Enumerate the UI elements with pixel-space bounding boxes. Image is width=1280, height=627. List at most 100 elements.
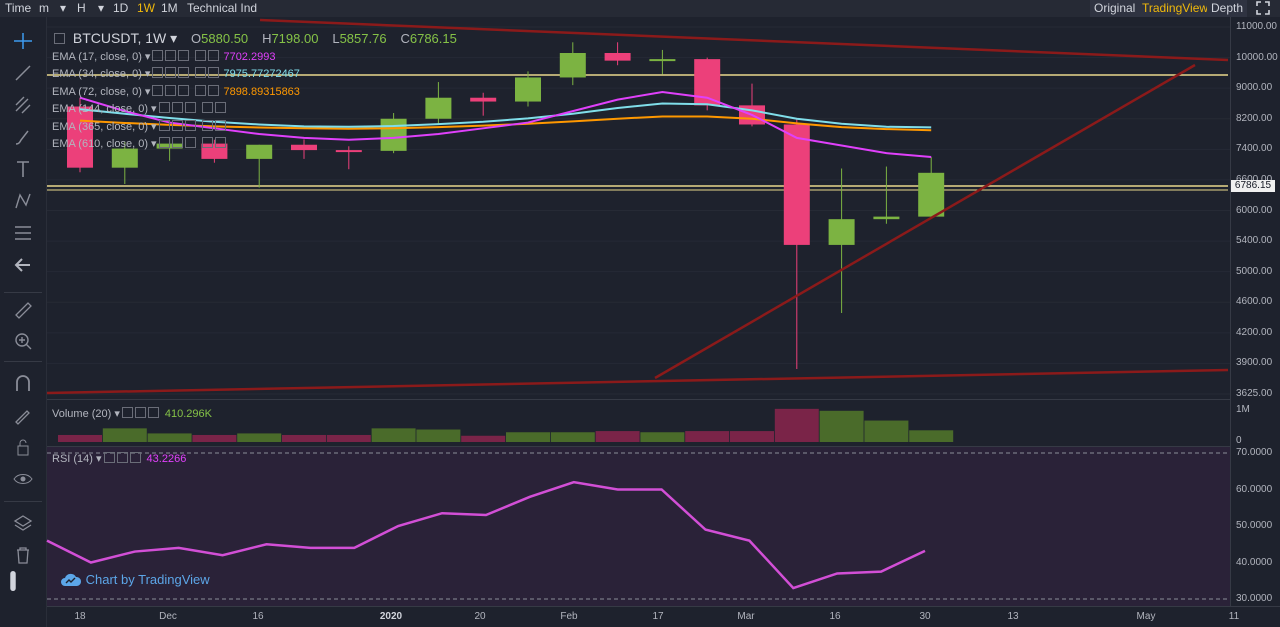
toolbar-divider [4,361,42,362]
indicator-legend-ema17[interactable]: EMA (17, close, 0) ▾ 7702.2993 [52,50,276,63]
price-tick-label: 4200.00 [1236,326,1273,338]
time-tick-label: 11 [1228,611,1240,622]
minutes-button[interactable]: m [39,1,49,15]
eye-icon[interactable] [12,469,34,489]
minutes-dropdown-icon[interactable]: ▾ [60,1,67,15]
rsi-tick-label: 40.0000 [1236,556,1273,568]
rsi-line [46,480,926,590]
cloud-icon [61,573,82,586]
candle-body [559,52,586,78]
back-arrow-icon[interactable] [12,255,34,275]
pencil-lock-icon[interactable] [12,405,34,425]
original-view-button[interactable]: Original [1090,0,1140,17]
ruler-icon[interactable] [12,299,34,319]
hours-dropdown-icon[interactable]: ▾ [98,1,105,15]
lock-icon[interactable] [12,437,34,457]
text-tool-icon[interactable] [12,159,34,179]
indicator-legend-ema72[interactable]: EMA (72, close, 0) ▾ 7898.89315863 [52,85,300,98]
brush-icon[interactable] [12,127,34,147]
price-tick-label: 6000.00 [1236,204,1273,216]
volume-bar [102,428,147,442]
trend-line-icon[interactable] [12,63,34,83]
pattern-icon[interactable] [12,191,34,211]
volume-bar [640,432,685,442]
hours-button[interactable]: H [77,1,86,15]
symbol-name[interactable]: BTCUSDT, 1W ▾ [72,30,178,46]
interval-1w-button[interactable]: 1W [137,1,155,15]
technical-indicators-button[interactable]: Technical Ind [187,1,258,15]
tradingview-watermark[interactable]: Chart by TradingView [60,571,210,588]
trendline-ascending [654,63,1196,380]
time-tick-label: 20 [474,611,486,622]
time-tick-label: 16 [829,611,841,622]
volume-axis-max: 1M [1236,404,1250,415]
indicator-legend-ema365[interactable]: EMA (365, close, 0) ▾ [52,120,226,133]
volume-bar [909,430,954,442]
low-value: 5857.76 [339,31,387,46]
time-tick-label: 17 [652,611,664,622]
price-tick-label: 8200.00 [1236,112,1273,124]
volume-bar [192,434,237,442]
interval-1m-button[interactable]: 1M [161,1,178,15]
candle-body [649,59,676,62]
candle-body [111,148,138,168]
candle-body [67,106,93,168]
time-tick-label: Mar [737,611,755,622]
time-tick-label: Feb [560,611,578,622]
price-tick-label: 3625.00 [1236,388,1273,399]
layers-icon[interactable] [12,513,34,533]
tradingview-view-button[interactable]: TradingView [1138,0,1213,17]
volume-bar [282,434,326,442]
candle-body [156,143,183,149]
candle-body [380,118,407,151]
volume-bar [416,429,461,442]
volume-bar [371,428,416,442]
volume-bar [819,410,864,442]
trash-icon[interactable] [12,545,34,565]
candle-body [828,219,855,245]
price-tick-label: 7400.00 [1236,143,1273,155]
candle-body [470,97,497,102]
time-tick-label: Dec [159,611,177,622]
candle-body [918,172,945,217]
interval-1d-button[interactable]: 1D [113,1,129,15]
volume-bar [237,433,282,442]
volume-bar [147,433,192,442]
collapse-legend-icon[interactable] [54,33,65,44]
zoom-icon[interactable] [12,331,34,351]
crosshair-icon[interactable] [12,31,34,51]
time-tick-label: 2020 [379,611,403,622]
price-tick-label: 3900.00 [1236,357,1273,369]
volume-bar [685,431,730,442]
candle-body [425,97,452,119]
open-value: 5880.50 [201,31,249,46]
pitchfork-icon[interactable] [12,95,34,115]
depth-view-button[interactable]: Depth [1207,0,1248,17]
indicator-legend-ema610[interactable]: EMA (610, close, 0) ▾ [52,137,226,150]
volume-bar [326,434,371,442]
fullscreen-icon[interactable] [1256,1,1270,18]
toolbar-divider [4,501,42,502]
price-tick-label: 5000.00 [1236,265,1273,277]
rsi-tick-label: 70.0000 [1236,447,1273,458]
rsi-tick-label: 50.0000 [1236,520,1273,531]
price-tick-label: 5400.00 [1236,235,1273,247]
rsi-legend[interactable]: RSI (14) ▾ 43.2266 [52,452,187,465]
volume-legend[interactable]: Volume (20) ▾ 410.296K [52,407,212,420]
time-tick-label: 13 [1007,611,1019,622]
volume-bar [461,435,506,442]
toolbar-collapse-handle[interactable] [2,571,16,591]
candle-body [246,144,273,159]
fib-icon[interactable] [12,223,34,243]
trendline-resistance [259,18,1229,62]
time-button[interactable]: Time [5,1,32,15]
current-price-badge: 6786.15 [1231,180,1275,192]
price-tick-label: 6600.00 [1236,174,1272,185]
indicator-legend-ema144[interactable]: EMA (144, close, 0) ▾ [52,102,226,115]
close-value: 6786.15 [409,31,457,46]
indicator-legend-ema34[interactable]: EMA (34, close, 0) ▾ 7975.77272467 [52,67,300,80]
volume-bar [595,431,640,442]
magnet-icon[interactable] [12,373,34,393]
rsi-tick-label: 30.0000 [1236,593,1273,604]
